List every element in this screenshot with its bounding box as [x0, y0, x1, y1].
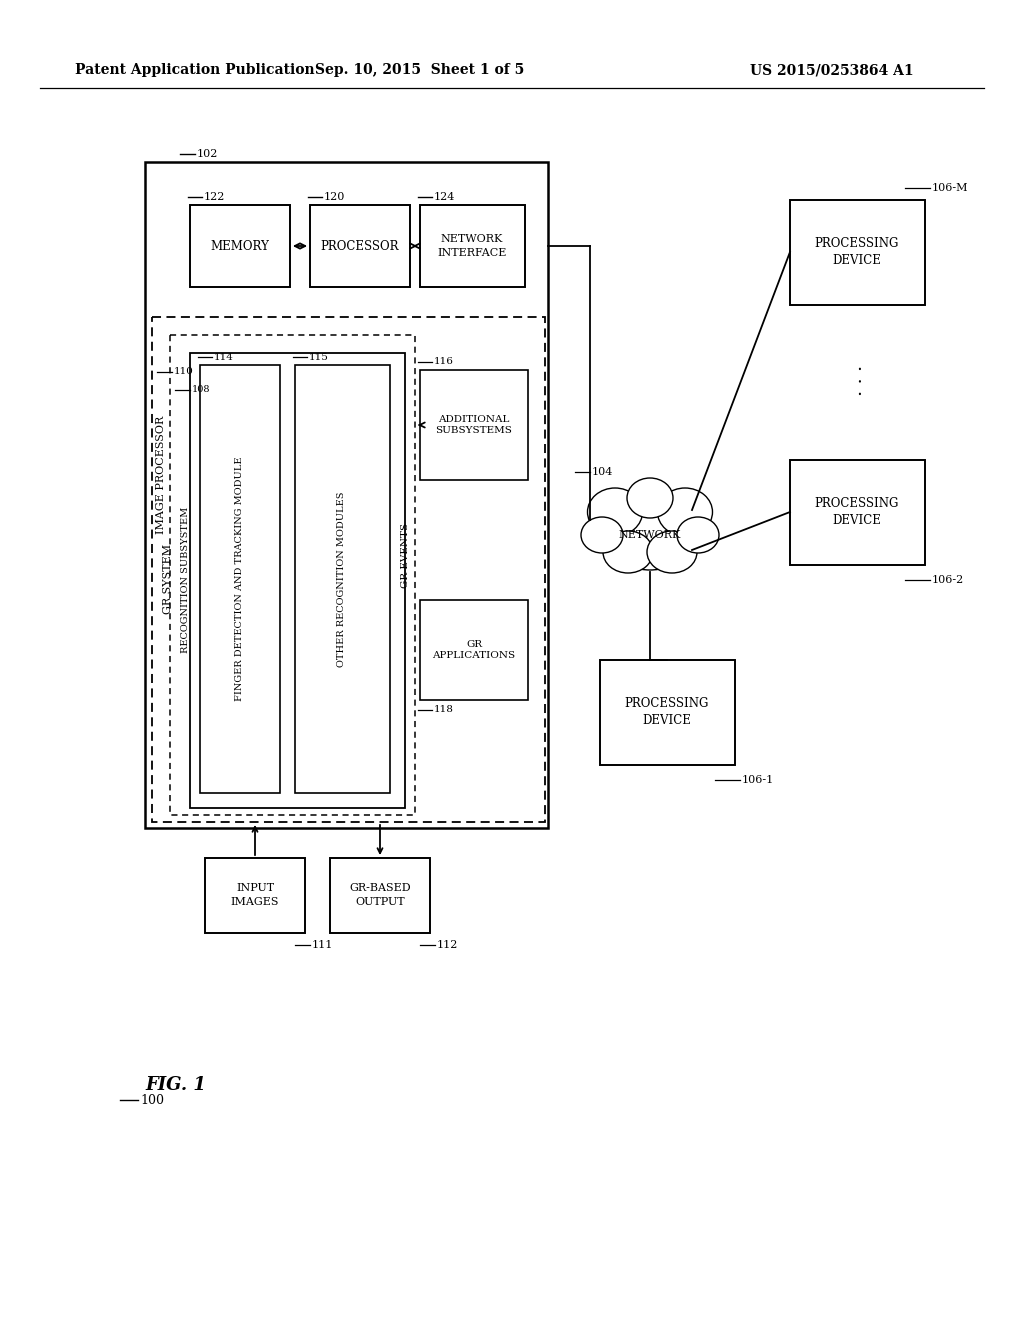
Bar [600, 660, 735, 766]
Text: . . .: . . . [848, 364, 866, 396]
Text: PROCESSING
DEVICE: PROCESSING DEVICE [815, 238, 899, 267]
Text: MEMORY: MEMORY [211, 239, 269, 252]
Text: 124: 124 [434, 191, 456, 202]
Text: OTHER RECOGNITION MODULES: OTHER RECOGNITION MODULES [338, 491, 346, 667]
Bar [790, 459, 925, 565]
Text: US 2015/0253864 A1: US 2015/0253864 A1 [750, 63, 913, 77]
Ellipse shape [677, 517, 719, 553]
Bar [790, 201, 925, 305]
Ellipse shape [627, 478, 673, 517]
Bar [295, 366, 390, 793]
Ellipse shape [588, 488, 642, 536]
Ellipse shape [603, 531, 653, 573]
Text: 100: 100 [140, 1093, 164, 1106]
Text: 112: 112 [437, 940, 459, 950]
Text: Sep. 10, 2015  Sheet 1 of 5: Sep. 10, 2015 Sheet 1 of 5 [315, 63, 524, 77]
Bar [310, 205, 410, 286]
Text: GR-BASED
OUTPUT: GR-BASED OUTPUT [349, 883, 411, 907]
Bar [170, 335, 415, 814]
Text: 118: 118 [434, 705, 454, 714]
Text: 106-M: 106-M [932, 183, 969, 193]
Text: RECOGNITION SUBSYSTEM: RECOGNITION SUBSYSTEM [181, 507, 190, 653]
Ellipse shape [657, 488, 713, 536]
Text: 115: 115 [309, 352, 329, 362]
Text: 106-1: 106-1 [742, 775, 774, 785]
Text: NETWORK
INTERFACE: NETWORK INTERFACE [437, 235, 507, 257]
Text: INPUT
IMAGES: INPUT IMAGES [230, 883, 280, 907]
Text: 108: 108 [193, 385, 211, 395]
Text: Patent Application Publication: Patent Application Publication [75, 63, 314, 77]
Text: ADDITIONAL
SUBSYSTEMS: ADDITIONAL SUBSYSTEMS [435, 414, 512, 436]
Text: 106-2: 106-2 [932, 576, 965, 585]
Text: 110: 110 [174, 367, 194, 376]
Text: GR EVENTS: GR EVENTS [400, 523, 410, 587]
Text: PROCESSING
DEVICE: PROCESSING DEVICE [815, 498, 899, 527]
Bar [152, 317, 545, 822]
Bar [190, 352, 406, 808]
Text: 122: 122 [204, 191, 225, 202]
Text: PROCESSING
DEVICE: PROCESSING DEVICE [625, 697, 710, 727]
Ellipse shape [647, 531, 697, 573]
Text: 120: 120 [324, 191, 345, 202]
Text: 104: 104 [592, 467, 613, 477]
Text: 116: 116 [434, 358, 454, 367]
Bar [145, 162, 548, 828]
Ellipse shape [581, 517, 623, 553]
Bar [420, 601, 528, 700]
Text: 102: 102 [197, 149, 218, 158]
Text: NETWORK: NETWORK [618, 531, 681, 540]
Text: FINGER DETECTION AND TRACKING MODULE: FINGER DETECTION AND TRACKING MODULE [236, 457, 245, 701]
Text: 114: 114 [214, 352, 233, 362]
Bar [190, 205, 290, 286]
Text: FIG. 1: FIG. 1 [145, 1076, 206, 1094]
Text: IMAGE PROCESSOR: IMAGE PROCESSOR [156, 416, 166, 535]
Bar [330, 858, 430, 933]
Text: GR
APPLICATIONS: GR APPLICATIONS [432, 640, 515, 660]
Bar [200, 366, 280, 793]
Ellipse shape [604, 490, 696, 570]
Bar [420, 370, 528, 480]
Bar [420, 205, 525, 286]
Text: PROCESSOR: PROCESSOR [321, 239, 399, 252]
Text: 111: 111 [312, 940, 334, 950]
Text: GR SYSTEM: GR SYSTEM [163, 544, 173, 614]
Bar [205, 858, 305, 933]
